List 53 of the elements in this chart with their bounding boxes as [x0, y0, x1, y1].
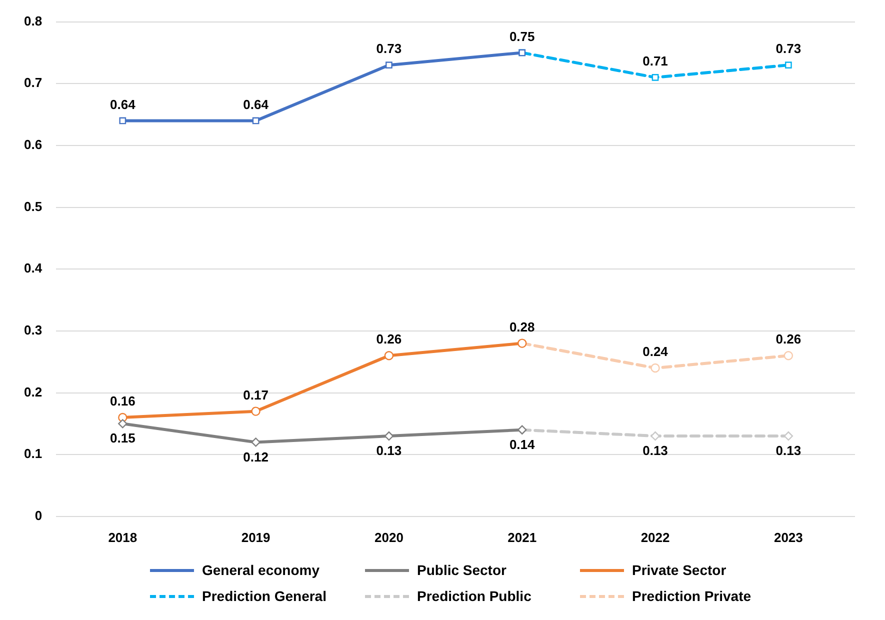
y-tick-label: 0.6: [24, 137, 42, 152]
data-label: 0.73: [776, 41, 802, 56]
x-tick-label: 2020: [374, 530, 404, 545]
y-tick-label: 0.8: [24, 13, 42, 28]
data-label: 0.26: [376, 332, 402, 347]
data-label: 0.13: [376, 443, 402, 458]
point: [784, 62, 792, 69]
x-tick-label: 2023: [774, 530, 803, 545]
data-label: 0.12: [243, 449, 268, 464]
data-label: 0.28: [509, 319, 535, 334]
y-tick-label: 0.3: [24, 322, 42, 338]
x-tick-label: 2022: [640, 530, 670, 545]
data-label: 0.64: [243, 96, 270, 112]
legend-label: Public Sector: [417, 562, 506, 578]
data-label: 0.17: [243, 387, 268, 402]
data-label: 0.24: [642, 344, 669, 360]
data-label: 0.13: [642, 443, 668, 458]
point: [251, 406, 260, 416]
data-label: 0.16: [110, 394, 136, 409]
point: [650, 431, 660, 441]
point: [251, 438, 260, 447]
x-tick-label: 2021: [508, 530, 537, 545]
y-tick-label: 0.7: [24, 75, 42, 90]
data-label: 0.15: [110, 430, 136, 446]
y-tick-label: 0.5: [24, 198, 42, 214]
point: [650, 363, 660, 373]
legend-label: Prediction General: [202, 588, 326, 604]
legend-label: Prediction Private: [632, 588, 752, 604]
legend-label: Prediction Public: [417, 588, 532, 604]
point: [384, 351, 394, 360]
point: [652, 74, 659, 81]
data-label: 0.13: [776, 443, 802, 458]
x-tick-label: 2018: [108, 530, 138, 545]
data-label: 0.71: [642, 54, 668, 69]
point: [784, 431, 794, 441]
y-tick-label: 0.4: [24, 260, 43, 276]
data-label: 0.75: [509, 28, 535, 44]
legend-label: Private Sector: [632, 562, 726, 578]
y-tick-label: 0.2: [24, 384, 42, 400]
y-tick-label: 0.1: [24, 446, 42, 462]
data-label: 0.14: [509, 436, 536, 452]
point: [119, 117, 126, 124]
point: [386, 62, 392, 69]
point: [252, 117, 260, 124]
point: [384, 431, 394, 441]
data-label: 0.26: [776, 332, 802, 347]
data-label: 0.73: [376, 41, 402, 56]
point: [784, 351, 794, 360]
y-tick-label: 0: [34, 508, 42, 523]
x-tick-label: 2019: [241, 530, 270, 545]
legend-label: General economy: [202, 562, 320, 578]
point: [118, 419, 128, 428]
data-label: 0.64: [110, 96, 136, 112]
